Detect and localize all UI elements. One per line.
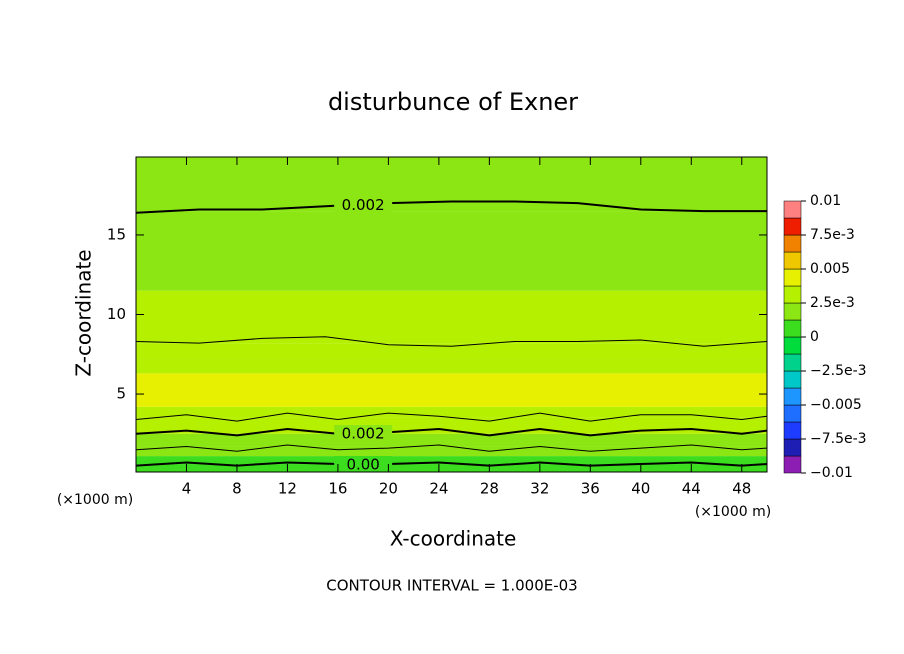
field-band [136,464,767,472]
field-band [136,373,767,407]
contour-label-bg [334,425,393,442]
colorbar-swatch [783,200,802,219]
y-tick-label: 15 [107,225,126,243]
colorbar-swatch [783,353,802,372]
colorbar-swatch [783,251,802,270]
colorbar-label: 0.01 [810,193,841,209]
colorbar-label: 0 [810,329,819,345]
contour-label-bg [334,196,393,213]
x-tick-label: 36 [581,480,600,498]
colorbar-swatch [783,438,802,457]
footer: CONTOUR INTERVAL = 1.000E-03 [326,577,577,595]
colorbar-swatch [783,421,802,440]
colorbar-swatch [783,217,802,236]
y-unit-label: (×1000 m) [57,492,133,508]
field-band [136,157,767,212]
x-tick-label: 24 [429,480,448,498]
x-tick-label: 32 [530,480,549,498]
y-tick-label: 10 [107,305,126,323]
x-tick-label: 8 [232,480,242,498]
colorbar-label: −0.005 [810,397,862,413]
colorbar-label: −7.5e-3 [810,431,867,447]
contour-line [136,427,767,437]
colorbar-swatch [783,234,802,253]
colorbar-swatch [783,336,802,355]
field-band [136,433,767,447]
colorbar-swatch [783,370,802,389]
contour-line [136,200,767,214]
colorbar-label: 7.5e-3 [810,227,855,243]
colorbar-swatch [783,455,802,474]
colorbar-label: −0.01 [810,465,853,481]
contour-line [136,461,767,467]
x-tick-label: 40 [631,480,650,498]
x-tick-label: 16 [328,480,347,498]
x-tick-label: 44 [682,480,701,498]
contour-label: 0.002 [342,196,385,214]
field-band [136,343,767,360]
y-axis-label: Z-coordinate [72,249,96,376]
plot-area [136,157,767,472]
colorbar-swatch [783,285,802,304]
colorbar-swatch [783,387,802,406]
x-tick-label: 28 [480,480,499,498]
field-band [136,406,767,418]
colorbar-swatch [783,319,802,338]
x-tick-label: 4 [182,480,192,498]
contour-line [136,412,767,422]
contour-line [136,444,767,452]
field-band [136,446,767,457]
y-tick-label: 5 [116,385,126,403]
colorbar-label: 2.5e-3 [810,295,855,311]
contour-line [136,336,767,347]
colorbar-label: −2.5e-3 [810,363,867,379]
field-band [136,456,767,465]
x-tick-label: 20 [379,480,398,498]
field-band [136,359,767,374]
chart-title: disturbunce of Exner [328,88,578,116]
x-axis-label: X-coordinate [390,527,517,551]
colorbar-swatch [783,268,802,287]
colorbar-label: 0.005 [810,261,850,277]
colorbar-swatch [783,404,802,423]
x-tick-label: 12 [278,480,297,498]
contour-label: 0.00 [346,456,379,474]
field-band [136,211,767,291]
field-band [136,290,767,344]
contour-label-bg [334,456,393,472]
x-tick-label: 48 [732,480,751,498]
colorbar-swatch [783,302,802,321]
x-unit-label: (×1000 m) [695,504,771,520]
contour-label: 0.002 [342,425,385,443]
